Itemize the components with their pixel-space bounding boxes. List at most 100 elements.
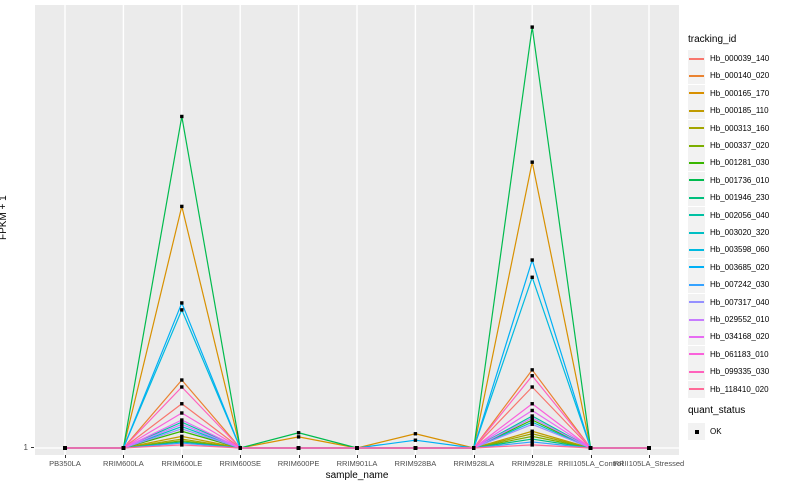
legend-item-label: Hb_001281_030 — [710, 158, 770, 168]
legend-item-Hb_029552_010: Hb_029552_010 — [688, 311, 769, 328]
legend-line-icon — [689, 57, 704, 60]
x-tick-mark-2 — [181, 455, 183, 458]
legend-item-Hb_002056_040: Hb_002056_040 — [688, 206, 769, 224]
legend-item-label: Hb_007242_030 — [710, 280, 770, 290]
point-Hb_000185_110-2 — [180, 434, 184, 439]
point-Hb_118410_020-9 — [588, 446, 593, 450]
legend-line-icon — [689, 109, 704, 112]
point-Hb_000039_140-8 — [530, 385, 534, 389]
legend-item-label: Hb_003598_060 — [710, 245, 770, 255]
point-Hb_001736_010-4 — [296, 431, 301, 435]
x-tick-label-RRIM600LA: RRIM600LA — [102, 459, 144, 468]
x-tick-label-RRIM600SE: RRIM600SE — [219, 459, 262, 468]
point-Hb_118410_020-5 — [355, 446, 359, 450]
point-Hb_029552_010-8 — [530, 416, 534, 420]
legend-line-icon — [689, 301, 704, 304]
legend-line-icon — [689, 92, 704, 95]
legend-item-label: Hb_000039_140 — [710, 54, 770, 63]
legend-item-Hb_003685_020: Hb_003685_020 — [688, 258, 769, 276]
legend-line-icon — [689, 283, 704, 286]
point-Hb_003685_020-2 — [180, 301, 184, 305]
legend-item-label: Hb_099335_030 — [710, 367, 770, 377]
x-tick-mark-9 — [590, 455, 592, 458]
x-tick-mark-6 — [415, 455, 417, 458]
legend-line-icon — [689, 214, 704, 217]
point-Hb_118410_020-8 — [530, 443, 534, 447]
point-Hb_000140_020-2 — [180, 378, 184, 382]
legend-key-swatch — [688, 84, 705, 102]
point-Hb_118410_020-7 — [472, 446, 476, 450]
legend-key-swatch — [688, 311, 705, 328]
legend-item-label: Hb_000165_170 — [710, 88, 770, 98]
legend-line-icon — [689, 335, 704, 338]
legend-key-ok — [688, 423, 705, 440]
point-Hb_000140_020-8 — [530, 368, 534, 372]
legend-line-icon — [689, 318, 704, 321]
point-Hb_034168_020-2 — [180, 418, 184, 422]
legend-item-Hb_003598_060: Hb_003598_060 — [688, 241, 770, 259]
x-tick-mark-3 — [240, 455, 242, 458]
point-Hb_000185_110-8 — [530, 429, 534, 433]
legend-item-Hb_118410_020: Hb_118410_020 — [688, 380, 769, 398]
legend-item-label: Hb_034168_020 — [710, 332, 770, 342]
legend-item-label: Hb_000140_020 — [710, 71, 770, 81]
legend-item-Hb_000039_140: Hb_000039_140 — [688, 50, 769, 67]
legend-item-Hb_034168_020: Hb_034168_020 — [688, 328, 770, 346]
point-Hb_000165_170-6 — [413, 432, 418, 436]
point-Hb_118410_020-3 — [238, 446, 242, 450]
x-tick-label-RRIM928BA: RRIM928BA — [394, 459, 437, 468]
point-Hb_007317_040-2 — [180, 427, 184, 431]
legend-item-Hb_001946_230: Hb_001946_230 — [688, 189, 769, 207]
point-Hb_007242_030-8 — [530, 440, 534, 444]
point-Hb_118410_020-0 — [63, 446, 67, 450]
legend-item-ok: OK — [688, 423, 722, 440]
legend-line-icon — [689, 161, 704, 164]
x-tick-label-RRIM600PE: RRIM600PE — [277, 459, 320, 468]
x-tick-mark-10 — [649, 455, 650, 458]
point-Hb_003685_020-8 — [530, 258, 534, 262]
x-tick-mark-5 — [357, 455, 358, 458]
legend-item-label: Hb_007317_040 — [710, 297, 770, 307]
legend-line-icon — [689, 353, 704, 356]
plot-canvas — [35, 5, 679, 455]
point-Hb_000313_160-8 — [530, 432, 534, 436]
point-Hb_061183_010-8 — [530, 402, 534, 406]
legend-item-label: Hb_001736_010 — [710, 175, 770, 185]
point-Hb_029552_010-2 — [180, 422, 184, 426]
point-Hb_118410_020-1 — [121, 446, 126, 450]
point-Hb_034168_020-8 — [530, 408, 534, 413]
legend-line-icon — [689, 179, 704, 182]
legend-key-swatch — [688, 276, 705, 294]
legend-title-tracking-id: tracking_id — [688, 34, 737, 45]
legend-item-Hb_000337_020: Hb_000337_020 — [688, 137, 769, 154]
ok-square-point-icon — [694, 429, 699, 434]
x-axis-title: sample_name — [325, 470, 389, 481]
legend-item-label: OK — [710, 427, 722, 436]
legend-item-Hb_000185_110: Hb_000185_110 — [688, 102, 769, 120]
legend-line-icon — [689, 370, 704, 373]
legend-item-label: Hb_118410_020 — [710, 384, 769, 394]
y-tick-mark — [31, 447, 34, 448]
point-Hb_000337_020-8 — [530, 434, 534, 439]
legend-item-label: Hb_003020_320 — [710, 228, 770, 237]
legend-key-swatch — [688, 171, 705, 189]
point-Hb_000165_170-2 — [180, 204, 184, 209]
y-tick-label-1: 1 — [23, 443, 28, 452]
legend-item-Hb_099335_030: Hb_099335_030 — [688, 363, 770, 381]
point-Hb_000165_170-4 — [296, 435, 301, 439]
legend-line-icon — [689, 231, 704, 234]
legend-key-swatch — [688, 189, 705, 207]
legend-key-swatch — [688, 50, 705, 67]
point-Hb_118410_020-10 — [647, 446, 651, 450]
legend-item-Hb_001281_030: Hb_001281_030 — [688, 154, 770, 172]
legend-title-quant-status: quant_status — [688, 405, 746, 416]
point-Hb_099335_030-8 — [530, 374, 534, 378]
point-Hb_002056_040-8 — [530, 414, 534, 418]
legend-item-label: Hb_029552_010 — [710, 315, 770, 324]
legend-key-swatch — [688, 224, 705, 241]
legend-item-Hb_001736_010: Hb_001736_010 — [688, 171, 770, 189]
legend-item-Hb_000313_160: Hb_000313_160 — [688, 119, 769, 137]
point-Hb_007242_030-2 — [180, 441, 184, 445]
plot-panel — [35, 5, 679, 455]
